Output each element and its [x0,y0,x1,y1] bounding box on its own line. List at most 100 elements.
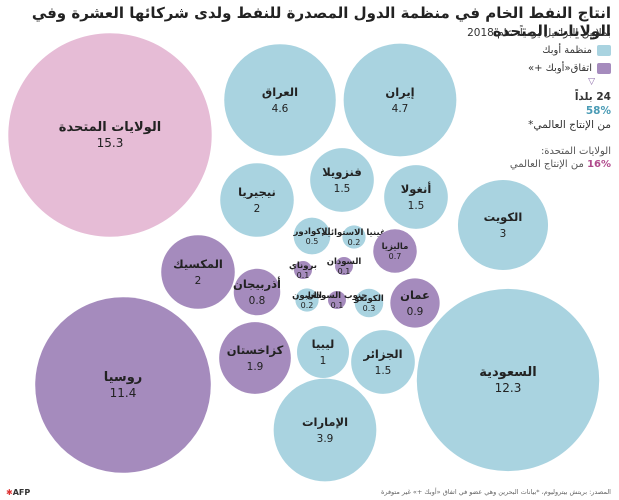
bubble-label: الإكوادور [293,227,331,237]
bubble-3: العراق 4.6 [224,44,336,156]
bubble-circle [343,43,457,157]
bubble-value: 3.9 [317,433,334,445]
bubble-8: فنزويلا 1.5 [310,148,374,212]
bubble-label: عمان [400,288,430,302]
bubble-label: نيجيريا [238,185,276,199]
bubble-value: 2 [195,275,202,287]
usa-share-title: الولايات المتحدة: [540,145,611,157]
bubble-label: العراق [262,85,298,99]
bubble-circle [384,165,448,229]
bubble-label: ليبيا [312,337,335,351]
world-share-block: 24 بلداً 58% من الإنتاج العالمي* [471,90,611,133]
bubble-circle [351,330,415,394]
afp-star-icon: ✱ [6,488,13,497]
bubble-circle [335,257,353,275]
opec-swatch [597,45,611,57]
bubble-16: المكسيك 2 [161,235,235,309]
bubble-6: الكويت 3 [457,179,549,271]
bubble-label: الإمارات [302,415,348,429]
legend-arrow: ▽ [588,77,595,87]
bubble-circle [310,148,374,212]
bubble-label: الكونغو [353,294,384,304]
bubble-value: 0.2 [348,238,361,247]
bubble-label: بروناي [289,261,317,271]
bubble-value: 0.1 [331,301,344,310]
bubble-4: إيران 4.7 [343,43,457,157]
bubble-label: فنزويلا [322,165,362,180]
bubble-11: ليبيا 1 [297,326,349,378]
bubble-value: 11.4 [110,386,137,400]
bubble-value: 2 [254,203,261,215]
bubble-circle [294,261,312,279]
bubble-circle [219,322,291,394]
bubble-value: 0.5 [306,237,319,246]
bubble-circle [328,291,346,309]
bubble-circle [354,288,384,318]
bubble-10: الجزائر 1.5 [351,330,415,394]
bubble-value: 0.1 [297,271,310,280]
usa-share-pct: 16% [587,159,611,171]
usa-share-block: الولايات المتحدة: 16% من الإنتاج العالمي [471,145,611,172]
bubble-circle [416,288,600,472]
bubble-label: الغابون [292,291,322,301]
afp-label: AFP [12,488,31,497]
usa-share-label: من الإنتاج العالمي [509,159,584,171]
bubble-circle [161,235,235,309]
bubble-18: أذربيجان 0.8 [233,268,281,316]
bubble-label: السودان [327,257,362,267]
bubble-value: 0.8 [249,295,266,307]
bubble-value: 1 [320,355,327,367]
bubble-value: 0.9 [407,306,424,318]
bubble-circle [295,288,319,312]
bubble-circle [233,268,281,316]
partners-swatch [597,62,611,74]
legend-label-opec: منظمة أوبك [542,45,592,56]
bubble-circle [35,297,211,473]
bubble-label: الكويت [484,210,523,225]
bubble-circle [293,217,331,255]
afp-logo: ✱AFP [6,488,30,497]
chart-title: انتاج النفط الخام في منظمة الدول المصدرة… [31,4,611,40]
countries-count: 24 بلداً [574,91,611,104]
bubble-circle [220,163,294,237]
bubble-label: روسيا [104,370,143,385]
world-share-label: من الإنتاج العالمي* [528,119,611,132]
bubble-5: الإمارات 3.9 [273,378,377,482]
world-share-pct: 58% [585,105,611,118]
source-note: المصدر: بريتش بيتروليوم، *بيانات البحرين… [380,488,611,496]
bubble-circle [457,179,549,271]
bubble-value: 0.3 [363,304,376,313]
legend: منظمة أوبك اتفاق«أوبك +» ▽ 24 بلداً 58% … [471,44,611,172]
bubble-value: 1.5 [375,365,392,377]
legend-label-partners: اتفاق«أوبك +» [527,62,592,74]
bubble-label: أذربيجان [233,276,281,291]
bubble-label: غينيا الاستوائية [322,228,386,238]
legend-item-partners: اتفاق«أوبك +» [471,62,611,76]
bubble-value: 1.5 [334,183,351,195]
bubble-value: 1.5 [408,200,425,212]
bubble-7: نيجيريا 2 [220,163,294,237]
bubble-label: الولايات المتحدة [59,120,161,135]
bubble-value: 4.7 [392,103,409,115]
bubble-value: 3 [500,228,507,240]
bubble-value: 1.9 [247,361,264,373]
bubble-value: 4.6 [272,103,289,115]
bubble-value: 0.7 [389,252,402,261]
bubble-9: أنغولا 1.5 [384,165,448,229]
bubble-value: 0.1 [338,267,351,276]
bubble-circle [273,378,377,482]
bubble-label: كزاخستان [227,343,284,357]
bubble-value: 15.3 [97,136,124,150]
legend-item-opec: منظمة أوبك [471,44,611,58]
bubble-value: 12.3 [495,381,522,395]
